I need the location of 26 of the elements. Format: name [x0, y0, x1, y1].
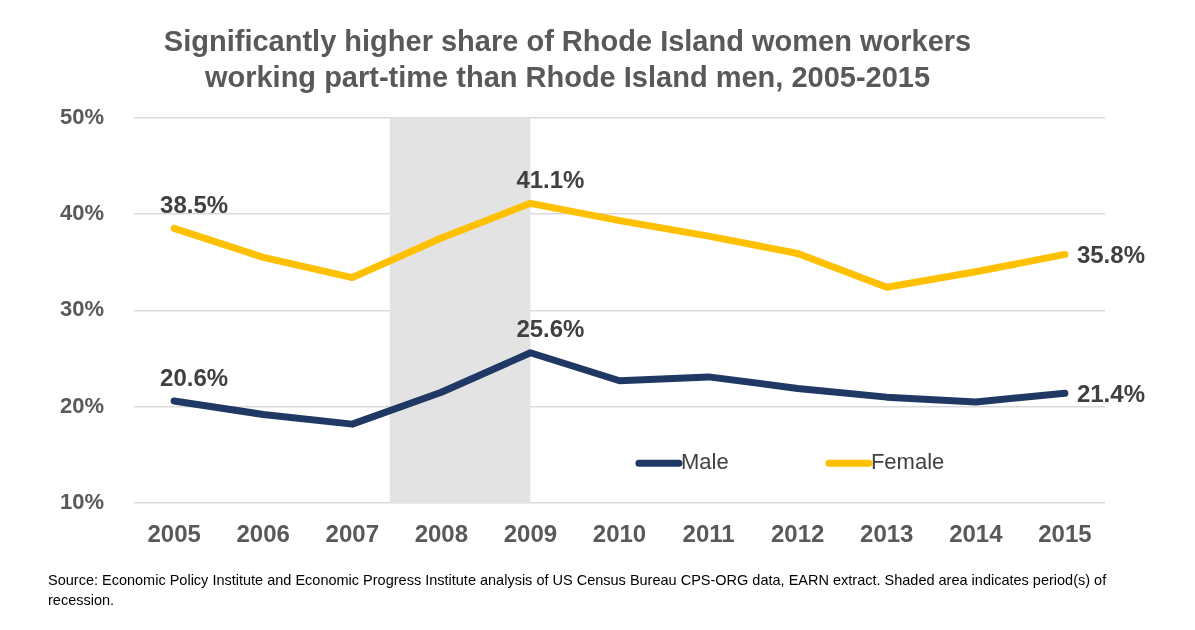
y-tick-label: 20%: [59, 392, 105, 418]
data-label: 25.6%: [516, 315, 585, 343]
y-tick-label: 50%: [59, 103, 105, 129]
chart-title: Significantly higher share of Rhode Island women workers working part-time than Rhode Island men, 2005-2015: [163, 25, 972, 94]
y-tick-label: 30%: [59, 296, 105, 322]
source-note: Source: Economic Policy Institute and Economic Progress Institute analysis of US Census Bureau CPS-ORG data, EARN extract. Shaded area indicates period(s) of recession.: [48, 571, 1108, 610]
x-tick-label: 2007: [325, 520, 379, 548]
x-tick-label: 2009: [503, 520, 558, 548]
x-tick-label: 2008: [414, 520, 469, 548]
y-tick-label: 10%: [59, 489, 105, 515]
y-tick-label: 40%: [59, 199, 105, 225]
legend-label: Male: [680, 449, 729, 475]
data-label: 38.5%: [160, 191, 229, 219]
x-tick-label: 2013: [860, 520, 914, 548]
x-tick-label: 2015: [1038, 520, 1092, 548]
x-tick-label: 2011: [682, 520, 735, 548]
data-label: 41.1%: [516, 165, 585, 193]
data-label: 35.8%: [1076, 241, 1145, 269]
x-tick-label: 2014: [949, 520, 1004, 548]
x-tick-label: 2012: [770, 520, 825, 548]
data-label: 21.4%: [1076, 379, 1145, 407]
x-tick-label: 2006: [236, 520, 290, 548]
legend-label: Female: [870, 449, 945, 475]
x-tick-label: 2010: [592, 520, 647, 548]
data-label: 20.6%: [160, 363, 229, 391]
x-tick-label: 2005: [147, 520, 201, 548]
